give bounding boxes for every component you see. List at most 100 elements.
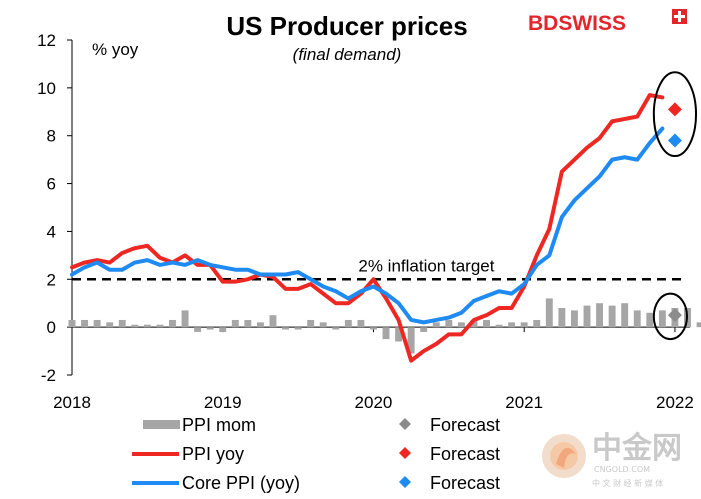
ppi-mom-bar xyxy=(508,322,516,328)
ppi-mom-bar xyxy=(457,322,465,328)
legend-marker-diamond-gray xyxy=(399,418,411,430)
ppi-mom-bar xyxy=(143,324,151,328)
legend-label-ppi-mom-forecast: Forecast xyxy=(430,415,500,435)
ppi-mom-bar xyxy=(282,327,289,330)
forecast-ppi-mom-marker xyxy=(667,308,682,323)
bdswiss-logo: BDSWISS xyxy=(528,9,687,35)
x-tick-label: 2019 xyxy=(204,393,242,412)
ppi-mom-bar xyxy=(646,312,654,328)
ppi-mom-bar xyxy=(118,319,126,328)
ppi-mom-bar xyxy=(520,322,528,328)
bdswiss-logo-text: BDSWISS xyxy=(528,12,626,35)
chart-axes: -2 0 2 4 6 8 10 12 2018 2019 2020 2021 2022 xyxy=(37,31,694,412)
watermark-cn: 中金网 xyxy=(592,431,682,466)
chart-subtitle: (final demand) xyxy=(293,45,402,64)
ppi-mom-bar xyxy=(156,324,164,328)
legend-label-core-forecast: Forecast xyxy=(430,473,500,493)
ppi-mom-bar xyxy=(307,319,315,328)
x-tick-label: 2021 xyxy=(505,393,543,412)
ppi-mom-bar xyxy=(633,310,641,328)
ppi-mom-bar xyxy=(696,322,701,328)
ppi-mom-bar xyxy=(608,305,616,328)
chart-title: US Producer prices xyxy=(226,11,467,41)
yoy-lines xyxy=(70,93,665,363)
y-tick-label: -2 xyxy=(41,366,56,385)
ppi-mom-bar xyxy=(420,327,428,332)
legend-item-core-ppi: Core PPI (yoy) xyxy=(132,473,300,493)
ppi-mom-bar xyxy=(319,322,327,328)
ppi-mom-bar xyxy=(596,303,604,328)
y-tick-label: 0 xyxy=(47,318,56,337)
ppi-mom-bar xyxy=(445,319,453,328)
ppi-mom-bar xyxy=(545,298,553,328)
legend-label-ppi-yoy: PPI yoy xyxy=(182,444,244,464)
ppi-mom-bar xyxy=(407,327,415,354)
y-axis-label: % yoy xyxy=(92,40,139,59)
ppi-mom-bar xyxy=(370,327,377,330)
y-tick-label: 8 xyxy=(47,127,56,146)
yoy-forecast-ellipse xyxy=(652,71,698,158)
legend-item-ppi-mom-forecast: Forecast xyxy=(399,415,500,435)
ppi-mom-bar xyxy=(470,319,478,328)
ppi-mom-bar xyxy=(658,310,666,328)
legend-marker-diamond-red xyxy=(399,447,411,459)
legend-label-core-ppi: Core PPI (yoy) xyxy=(182,473,300,493)
legend-item-ppi-yoy: PPI yoy xyxy=(132,444,244,464)
ppi-mom-bar xyxy=(495,324,503,328)
ppi-mom-bar xyxy=(169,319,176,328)
legend-label-ppi-mom: PPI mom xyxy=(182,415,256,435)
forecast-ppi-yoy-marker xyxy=(667,102,682,117)
y-tick-label: 10 xyxy=(37,79,56,98)
swiss-cross-icon xyxy=(672,9,687,24)
inflation-target-annotation: 2% inflation target xyxy=(358,256,494,275)
ppi-mom-bar xyxy=(106,322,114,328)
ppi-mom-bar xyxy=(533,319,541,328)
ppi-mom-bar xyxy=(621,303,629,328)
ppi-mom-bar xyxy=(269,315,277,328)
core-ppi-yoy-line xyxy=(70,126,665,325)
ppi-mom-bar xyxy=(194,327,202,332)
ppi-mom-bar xyxy=(382,327,390,340)
ppi-mom-bar xyxy=(256,322,264,328)
legend-item-ppi-yoy-forecast: Forecast xyxy=(399,444,500,464)
ppi-mom-bar xyxy=(219,327,227,332)
x-tick-label: 2020 xyxy=(355,393,393,412)
legend-item-core-forecast: Forecast xyxy=(399,473,500,493)
ppi-mom-bar xyxy=(332,327,340,330)
watermark-tagline: 中 文 财 经 新 媒 体 xyxy=(592,478,663,488)
ppi-mom-bar xyxy=(93,319,101,328)
y-tick-label: 12 xyxy=(37,31,56,50)
ppi-mom-bar xyxy=(583,305,591,328)
ppi-mom-bar xyxy=(244,319,252,328)
ppi-mom-bar xyxy=(294,327,302,330)
ppi-mom-bar xyxy=(181,310,189,328)
cngold-logo-icon xyxy=(542,434,586,478)
y-tick-label: 4 xyxy=(47,222,56,241)
legend: PPI mom Forecast PPI yoy Forecast Core P… xyxy=(132,415,500,493)
ppi-mom-bar xyxy=(558,308,566,328)
x-tick-label: 2018 xyxy=(53,393,91,412)
y-tick-label: 2 xyxy=(47,270,56,289)
legend-marker-bar xyxy=(143,420,180,429)
forecast-highlight-ellipses xyxy=(652,71,698,341)
ppi-mom-bar xyxy=(81,319,89,328)
ppi-mom-bar xyxy=(432,322,440,328)
ppi-mom-bar xyxy=(344,319,352,328)
ppi-mom-bar xyxy=(131,324,139,328)
legend-item-ppi-mom: PPI mom xyxy=(143,415,256,435)
ppi-mom-bar xyxy=(357,319,365,328)
x-tick-label: 2022 xyxy=(656,393,694,412)
ppi-mom-bar xyxy=(395,327,403,342)
cngold-watermark: 中金网 CNGOLD.COM 中 文 财 经 新 媒 体 xyxy=(542,431,682,488)
ppi-mom-bar xyxy=(483,319,490,328)
forecast-markers xyxy=(667,102,682,323)
ppi-mom-bar xyxy=(570,310,578,328)
y-tick-label: 6 xyxy=(47,175,56,194)
ppi-mom-bar xyxy=(68,319,76,328)
forecast-core-ppi-marker xyxy=(667,133,682,148)
legend-marker-diamond-blue xyxy=(399,476,411,488)
ppi-mom-bars xyxy=(68,298,701,354)
ppi-mom-bar xyxy=(206,327,214,330)
legend-label-ppi-yoy-forecast: Forecast xyxy=(430,444,500,464)
